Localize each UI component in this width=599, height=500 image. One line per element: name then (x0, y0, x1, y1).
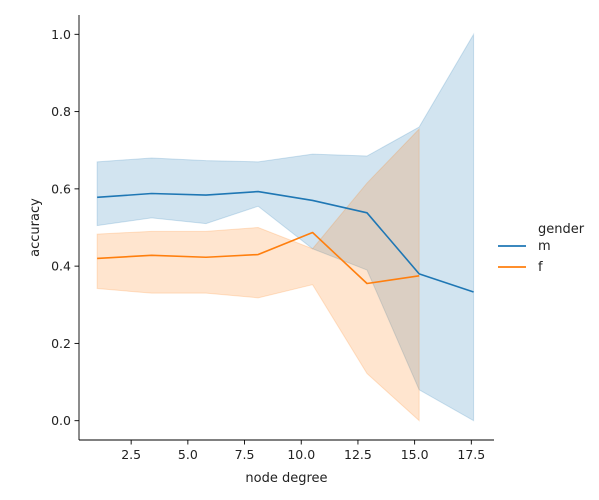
x-tick-label: 2.5 (121, 447, 141, 462)
x-tick-label: 7.5 (235, 447, 255, 462)
y-ticks: 0.0 0.2 0.4 0.6 0.8 1.0 (51, 27, 79, 428)
y-tick-label: 0.2 (51, 336, 71, 351)
legend-title: gender (538, 222, 585, 237)
y-tick-label: 0.4 (51, 259, 71, 274)
series-line-m (97, 190, 474, 293)
x-tick-label: 17.5 (457, 447, 485, 462)
y-tick-label: 0.0 (51, 413, 71, 428)
legend: gender mf (498, 222, 585, 275)
x-ticks: 2.5 5.0 7.5 10.0 12.5 15.0 17.5 (121, 440, 485, 462)
x-tick-label: 12.5 (344, 447, 372, 462)
axes (78, 15, 494, 441)
legend-label-m: m (538, 239, 551, 254)
y-tick-label: 1.0 (51, 27, 71, 42)
x-tick-label: 15.0 (401, 447, 429, 462)
confidence-bands (96, 32, 475, 422)
series-lines (97, 190, 474, 293)
x-axis-title: node degree (245, 471, 327, 486)
confidence-band-f (96, 127, 420, 422)
y-axis-title: accuracy (28, 198, 43, 257)
confidence-band-m (96, 32, 475, 422)
x-tick-label: 10.0 (287, 447, 315, 462)
x-tick-label: 5.0 (178, 447, 198, 462)
y-tick-label: 0.8 (51, 104, 71, 119)
legend-label-f: f (538, 260, 543, 275)
y-tick-label: 0.6 (51, 181, 71, 196)
